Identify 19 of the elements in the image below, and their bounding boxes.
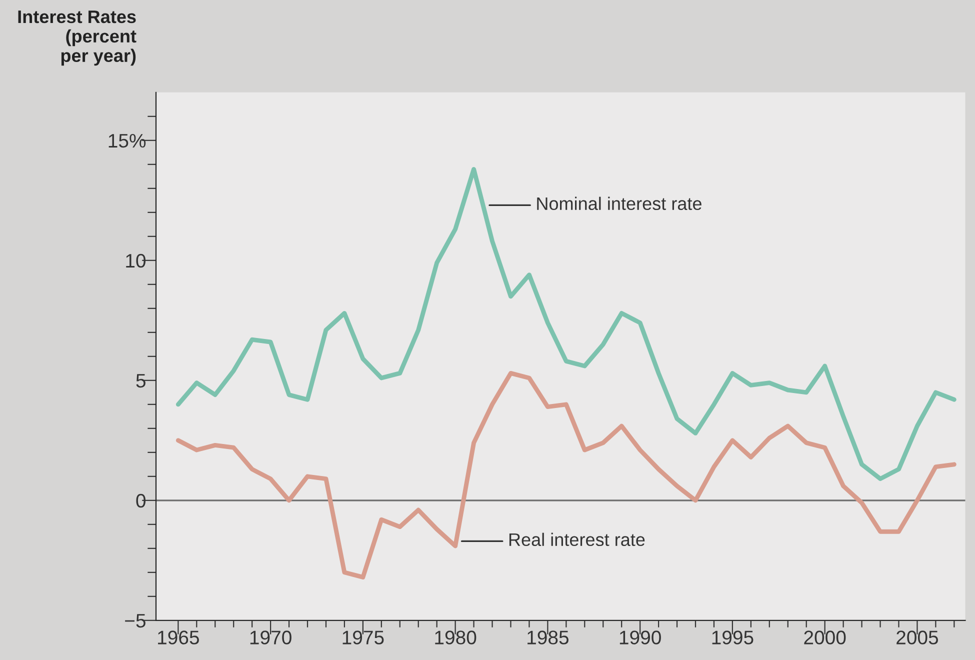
y-tick-label: 10	[126, 254, 146, 268]
y-tick-label: 5	[136, 374, 146, 388]
x-tick-label: 1975	[342, 630, 384, 644]
x-tick-label: 1985	[528, 630, 569, 644]
text: Nominal interest rate	[537, 196, 702, 210]
y-tick-label: 0	[136, 494, 146, 508]
x-tick-label: 1970	[250, 630, 292, 644]
y-tick-label: 15%	[108, 134, 146, 148]
x-tick-label: 1995	[712, 630, 754, 644]
x-tick-label: 1980	[435, 630, 476, 644]
x-tick-label: 1965	[158, 630, 199, 644]
y-axis-title: Interest Rates (percent per year)	[18, 10, 136, 66]
x-tick-label: 2000	[804, 630, 846, 644]
x-tick-label: 1990	[620, 630, 661, 644]
text: Real interest rate	[509, 532, 645, 546]
x-tick-label: 2005	[896, 630, 938, 644]
line-series	[176, 370, 956, 580]
y-tick-label: −5	[125, 614, 146, 628]
line-series	[176, 166, 956, 482]
